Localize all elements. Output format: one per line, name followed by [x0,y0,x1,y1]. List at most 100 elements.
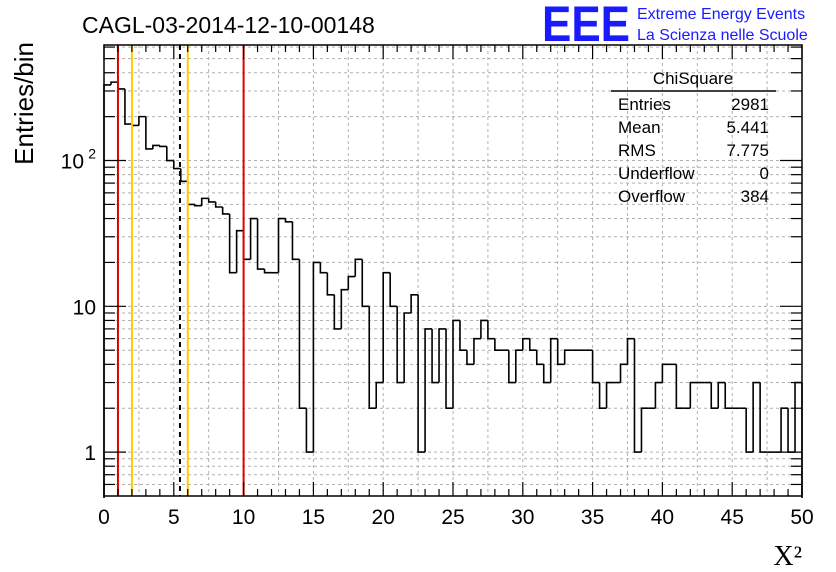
histogram-bin [256,218,265,270]
histogram-bin [459,320,467,352]
x-tick-label: 0 [98,506,110,529]
x-tick-label: 40 [651,506,674,529]
stats-label-mean: Mean [618,118,661,137]
y-tick-label: 10 [61,151,84,174]
histogram-bin [410,293,419,313]
histogram-bin [152,144,160,149]
histogram-bin [305,408,314,453]
histogram-bin [235,229,244,273]
x-tick-label: 20 [372,506,395,529]
histogram-bin [549,337,558,383]
histogram-bin [787,408,796,453]
histogram-bin [535,350,544,366]
histogram-bin [794,381,802,453]
x-tick-label: 15 [302,506,325,529]
histogram-bin [389,272,398,308]
histogram-bin [640,407,649,453]
histogram-bin [445,328,453,410]
histogram-bin [284,218,293,223]
histogram-bin [487,320,495,340]
histogram-bin [563,349,572,365]
histogram-bin [522,337,530,351]
histogram-bin [291,221,300,261]
histogram-bin [333,294,342,330]
grid-lines [104,45,802,496]
x-tick-label: 50 [790,506,813,529]
histogram-bin [661,363,670,383]
histogram-bin [200,197,209,206]
x-axis-title: X² [773,541,802,572]
stats-box: ChiSquare Entries 2981 Mean 5.441 RMS 7.… [611,69,776,206]
eee-logo-mark: EEE [542,0,630,52]
histogram-bin [375,381,384,409]
histogram-bin [249,217,258,260]
x-tick-label: 35 [581,506,604,529]
histogram-bin [473,337,481,365]
histogram-bin [110,81,118,85]
stats-label-underflow: Underflow [618,164,695,183]
histogram-bin [312,261,321,453]
eee-logo: EEE Extreme Energy Events La Scienza nel… [542,0,808,52]
histogram-bin [117,82,125,90]
histogram-bin [103,84,111,498]
histogram-bin [724,382,733,410]
histogram-bin [145,116,153,150]
histogram-bin [515,349,523,383]
y-tick-label-exponent: 2 [88,146,96,162]
histogram-bin [319,262,328,274]
histogram-bin [368,306,377,410]
histogram-bin [207,198,216,203]
stats-label-entries: Entries [618,95,671,114]
stats-title: ChiSquare [653,69,733,88]
histogram-bin [710,382,719,410]
stats-value-mean: 5.441 [726,118,769,137]
stats-value-rms: 7.775 [726,141,769,160]
histogram-bin [745,408,754,453]
histogram-bin [689,381,698,409]
reference-lines [116,45,245,496]
eee-logo-line1: Extreme Energy Events [637,6,805,23]
histogram-bin [466,350,474,366]
histogram-bin [193,204,202,207]
histogram-bin [166,146,174,162]
histogram-bin [780,407,789,453]
histogram-bin [277,217,286,273]
stats-value-underflow: 0 [760,164,769,183]
histogram-bin [221,206,230,215]
histogram-bin [361,259,370,308]
y-tick-label: 10 [73,296,96,319]
histogram-bin [752,381,761,453]
histogram-bin [675,364,684,410]
histogram-bin [431,328,440,384]
histogram-bin [633,338,642,453]
histogram-bin [131,124,139,127]
stats-label-rms: RMS [618,141,656,160]
eee-logo-line2: La Scienza nelle Scuole [637,27,808,44]
histogram-bin [542,364,551,384]
histogram-bin [124,88,132,125]
histogram-bin [759,382,768,453]
histogram-bin [159,145,167,148]
histogram-bin [598,382,607,410]
histogram-bin [396,306,405,384]
x-tick-label: 25 [441,506,464,529]
stats-label-overflow: Overflow [618,187,686,206]
histogram-bin [340,288,349,329]
histogram-bin [354,258,363,277]
histogram-bin [298,259,307,410]
stats-value-entries: 2981 [731,95,769,114]
histogram-bin [417,294,426,453]
histogram-bin [605,381,614,409]
y-tick-label: 1 [84,442,96,465]
x-tick-label: 5 [168,506,180,529]
chart-title: CAGL-03-2014-12-10-00148 [82,12,375,38]
histogram-bin [382,271,391,383]
histogram-bin [347,275,356,290]
x-tick-label: 45 [721,506,744,529]
histogram-bin [403,312,412,383]
histogram-bin [480,319,488,339]
histogram-bin [452,319,460,409]
histogram-bin [242,230,251,261]
